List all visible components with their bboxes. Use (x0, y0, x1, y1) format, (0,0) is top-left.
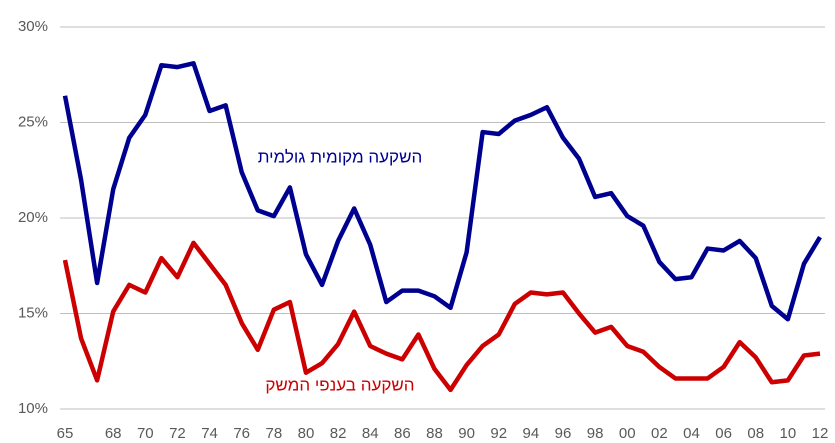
y-tick-label: 15% (18, 304, 48, 321)
series-label: השקעה בענפי המשק (265, 375, 414, 394)
y-tick-label: 25% (18, 113, 48, 130)
x-tick-label: 76 (233, 425, 250, 442)
x-tick-label: 12 (812, 425, 829, 442)
x-tick-label: 02 (651, 425, 668, 442)
x-tick-label: 68 (105, 425, 122, 442)
x-tick-label: 06 (715, 425, 732, 442)
x-tick-label: 10 (780, 425, 797, 442)
x-tick-label: 80 (298, 425, 315, 442)
x-tick-label: 65 (57, 425, 74, 442)
x-tick-label: 78 (265, 425, 282, 442)
y-tick-label: 30% (18, 18, 48, 35)
x-tick-label: 92 (490, 425, 507, 442)
x-tick-label: 88 (426, 425, 443, 442)
series-label: השקעה מקומית גולמית (258, 147, 423, 166)
series-line (62, 240, 821, 393)
x-tick-label: 86 (394, 425, 411, 442)
x-tick-label: 72 (169, 425, 186, 442)
x-tick-label: 94 (523, 425, 540, 442)
y-tick-label: 20% (18, 209, 48, 226)
x-tick-label: 84 (362, 425, 379, 442)
y-tick-label: 10% (18, 400, 48, 417)
x-tick-label: 08 (747, 425, 764, 442)
x-tick-label: 82 (330, 425, 347, 442)
x-tick-label: 96 (555, 425, 572, 442)
x-tick-label: 04 (683, 425, 700, 442)
x-tick-label: 00 (619, 425, 636, 442)
x-tick-label: 98 (587, 425, 604, 442)
series-line (62, 61, 822, 322)
x-tick-label: 70 (137, 425, 154, 442)
x-tick-label: 90 (458, 425, 475, 442)
x-tick-label: 74 (201, 425, 218, 442)
